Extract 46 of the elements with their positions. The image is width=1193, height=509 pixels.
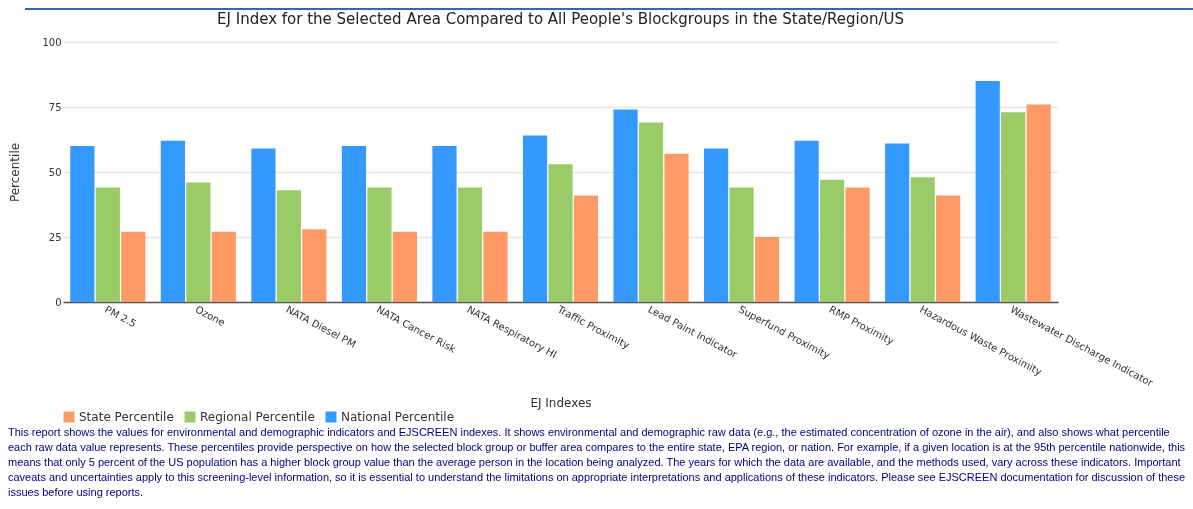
bar — [392, 231, 417, 302]
bar — [522, 135, 548, 302]
legend-label: National Percentile — [341, 410, 455, 424]
bar — [820, 179, 845, 302]
y-tick-label: 75 — [48, 101, 62, 113]
y-axis-title: Percentile — [8, 142, 23, 203]
bar — [302, 229, 327, 302]
bar — [483, 231, 508, 302]
bar — [341, 146, 367, 302]
bar — [548, 164, 573, 302]
legend-label: State Percentile — [79, 410, 174, 424]
y-tick-label: 100 — [42, 36, 62, 48]
bar — [95, 187, 120, 302]
bar — [432, 146, 457, 302]
x-tick-label: PM 2.5 — [103, 303, 139, 330]
bar — [910, 177, 935, 302]
x-axis-title: EJ Indexes — [530, 396, 592, 411]
bar — [276, 190, 301, 302]
bar — [70, 146, 95, 302]
bar — [251, 148, 276, 302]
bar — [1001, 112, 1026, 302]
bar — [936, 195, 961, 302]
bar — [121, 231, 146, 302]
bar — [845, 187, 870, 302]
bar — [211, 231, 236, 302]
bar — [1026, 104, 1051, 302]
bar — [160, 140, 185, 302]
bar — [729, 187, 754, 302]
text: This report shows the values for environmental and demographic indicators and EJSCREEN indexes. It shows environmental and demographic raw data (e.g., the estimated concentration of ozone in the air), and also shows what percentile each raw data value represents. These percentiles provide perspective on how the selected block group or buffer area compares to the entire state, EPA region, or nation. For example, if a given location is at the 95th percentile nationwide, this means that only 5 percent of the US population has a higher block group value than the average person in the location being analyzed. The years for which the data are available, and the methods used, vary across these indicators. Important caveats and uncertainties apply to this screening-level information, so it is essential to understand the limitations on appropriate interpretations and applications of these indicators. Please see EJSCREEN documentation for discussion of these issues before using reports. — [8, 425, 1187, 500]
bar — [367, 187, 392, 302]
bar — [186, 182, 211, 302]
bar — [573, 195, 599, 302]
bar — [794, 140, 819, 302]
bar — [638, 122, 664, 302]
legend-label: Regional Percentile — [200, 410, 315, 424]
bar — [754, 237, 780, 302]
bar — [975, 81, 1000, 302]
y-tick-label: 0 — [55, 296, 62, 308]
bar — [457, 187, 483, 302]
chart-title: EJ Index for the Selected Area Compared to All People's Blockgroups in the State/Region/US — [217, 10, 904, 28]
y-tick-label: 50 — [48, 166, 62, 178]
y-tick-label: 25 — [48, 231, 62, 243]
bar — [664, 153, 689, 302]
bar — [885, 143, 910, 302]
bar — [704, 148, 729, 302]
bar — [613, 109, 638, 302]
